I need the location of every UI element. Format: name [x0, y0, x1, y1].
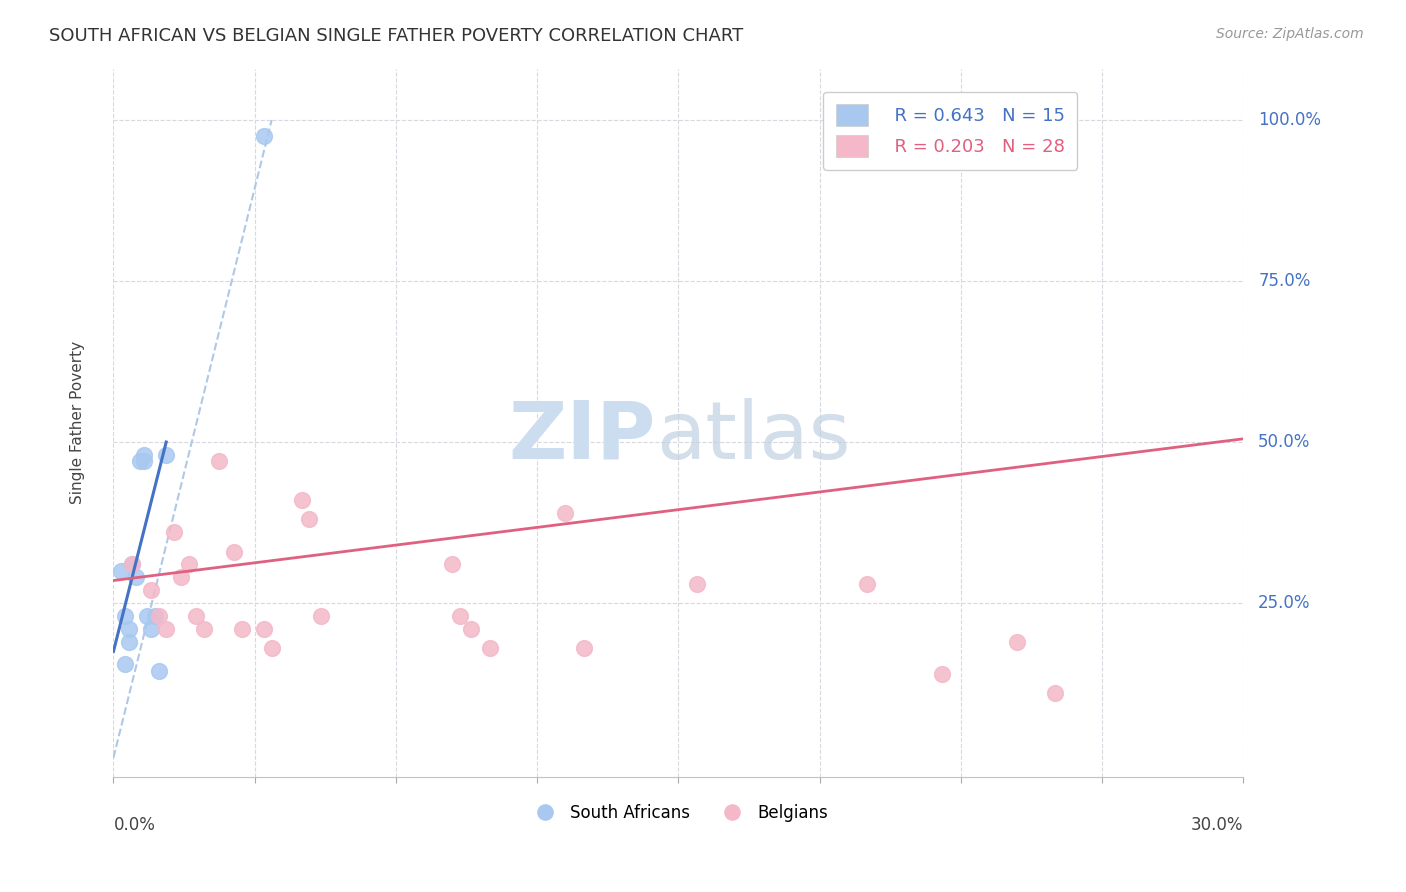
Point — [479, 641, 502, 656]
Point — [1043, 686, 1066, 700]
Point — [155, 622, 177, 636]
Text: ZIP: ZIP — [509, 398, 655, 476]
Point — [114, 657, 136, 672]
Point — [143, 609, 166, 624]
Text: 25.0%: 25.0% — [1258, 594, 1310, 612]
Point — [208, 454, 231, 468]
Point — [121, 558, 143, 572]
Point — [170, 570, 193, 584]
Text: 100.0%: 100.0% — [1258, 111, 1322, 129]
Point — [148, 664, 170, 678]
Point — [117, 622, 139, 636]
Point — [931, 666, 953, 681]
Point — [132, 454, 155, 468]
Point — [253, 129, 276, 144]
Point — [855, 576, 877, 591]
Text: 75.0%: 75.0% — [1258, 272, 1310, 290]
Point — [132, 448, 155, 462]
Point — [253, 622, 276, 636]
Point — [121, 558, 143, 572]
Point — [231, 622, 253, 636]
Point — [148, 609, 170, 624]
Point — [177, 558, 200, 572]
Point — [139, 622, 162, 636]
Point — [193, 622, 215, 636]
Point — [155, 448, 177, 462]
Text: 0.0%: 0.0% — [114, 815, 155, 834]
Text: SOUTH AFRICAN VS BELGIAN SINGLE FATHER POVERTY CORRELATION CHART: SOUTH AFRICAN VS BELGIAN SINGLE FATHER P… — [49, 27, 744, 45]
Text: 30.0%: 30.0% — [1191, 815, 1243, 834]
Legend: South Africans, Belgians: South Africans, Belgians — [522, 797, 835, 829]
Point — [128, 454, 150, 468]
Text: atlas: atlas — [655, 398, 851, 476]
Point — [139, 583, 162, 598]
Point — [572, 641, 595, 656]
Point — [1005, 634, 1028, 648]
Text: Source: ZipAtlas.com: Source: ZipAtlas.com — [1216, 27, 1364, 41]
Point — [291, 493, 314, 508]
Point — [222, 544, 245, 558]
Point — [163, 525, 186, 540]
Point — [309, 609, 332, 624]
Point — [110, 564, 132, 578]
Point — [298, 512, 321, 526]
Point — [114, 609, 136, 624]
Point — [554, 506, 576, 520]
Point — [186, 609, 208, 624]
Point — [136, 609, 159, 624]
Point — [686, 576, 709, 591]
Point — [117, 634, 139, 648]
Point — [441, 558, 464, 572]
Point — [125, 570, 148, 584]
Point — [449, 609, 471, 624]
Text: Single Father Poverty: Single Father Poverty — [70, 341, 86, 504]
Point — [260, 641, 283, 656]
Point — [460, 622, 482, 636]
Text: 50.0%: 50.0% — [1258, 433, 1310, 451]
